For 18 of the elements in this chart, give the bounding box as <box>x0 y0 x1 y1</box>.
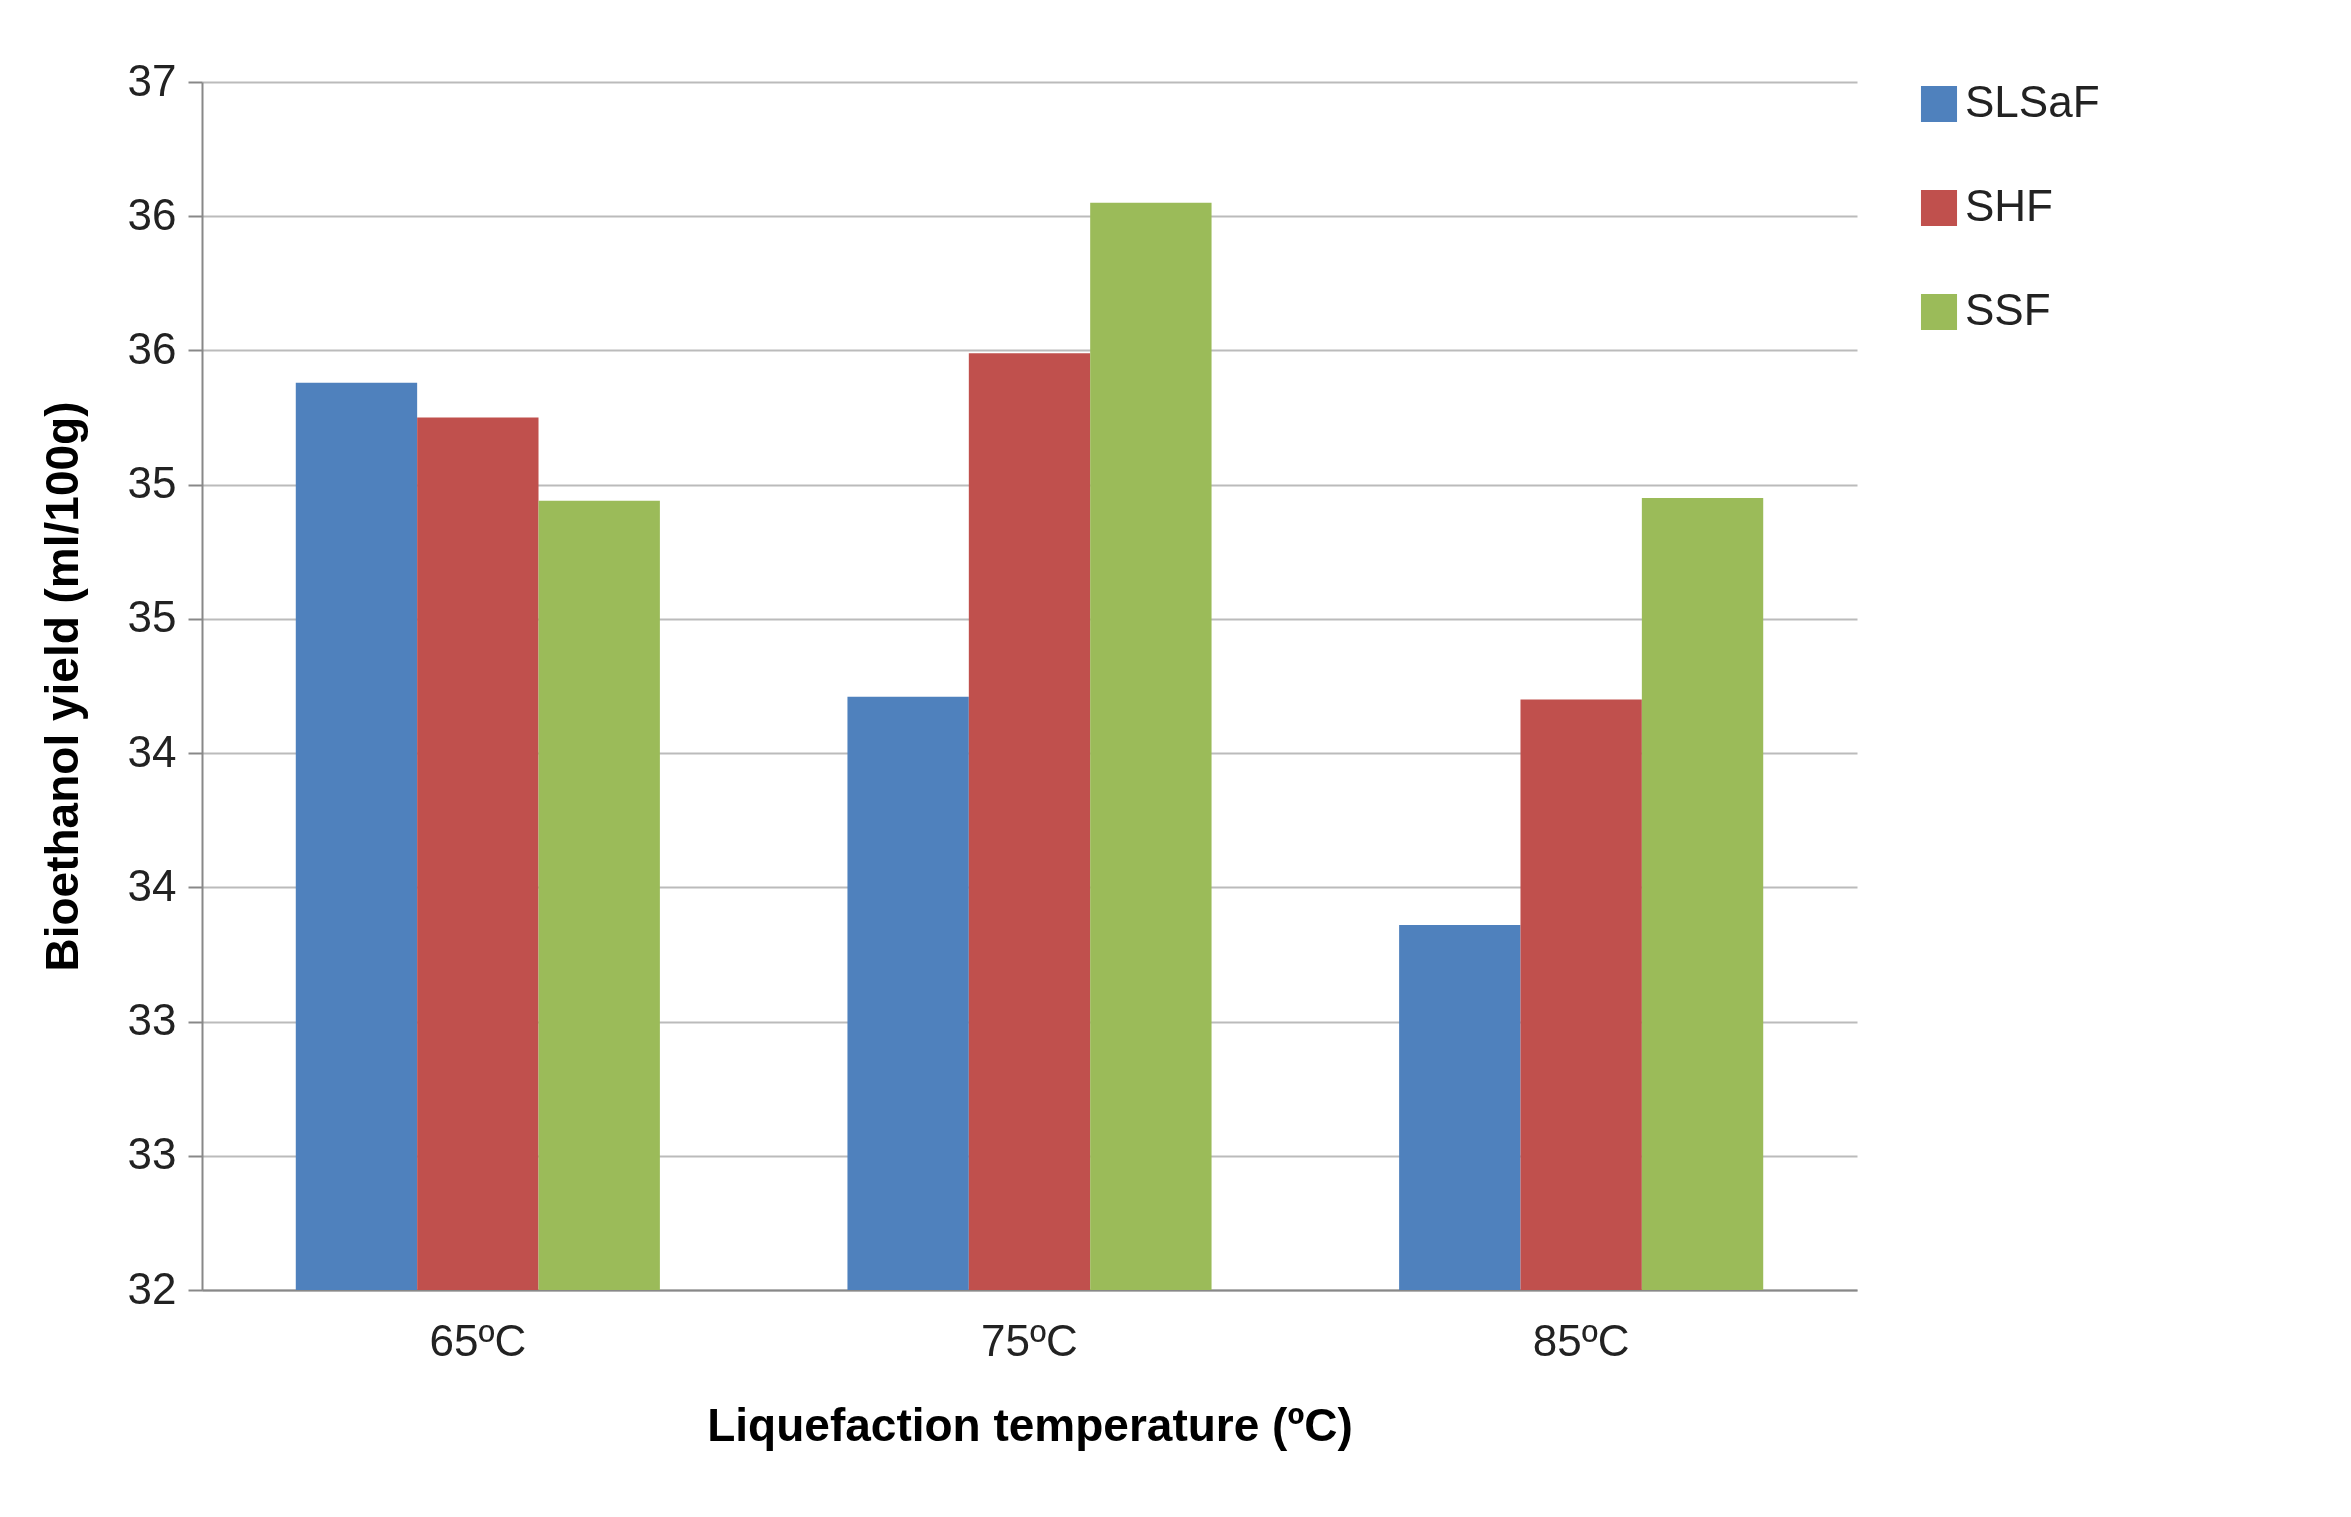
y-tick-label: 32 <box>127 1263 177 1313</box>
legend-label: SHF <box>1965 181 2053 230</box>
y-tick-label: 34 <box>127 726 177 776</box>
y-tick-label: 34 <box>127 860 177 910</box>
y-axis-title: Bioethanol yield (ml/100g) <box>35 401 88 972</box>
x-tick-label: 75ºC <box>981 1315 1078 1365</box>
y-tick-label: 35 <box>127 458 177 508</box>
y-tick-label: 36 <box>127 323 177 373</box>
y-tick-label: 33 <box>127 1129 177 1179</box>
x-tick-label: 65ºC <box>429 1315 527 1365</box>
legend-label: SSF <box>1965 285 2051 334</box>
y-tick-label: 33 <box>127 995 177 1045</box>
y-tick-label: 35 <box>127 592 177 642</box>
y-tick-label: 36 <box>127 189 177 239</box>
x-axis-title: Liquefaction temperature (ºC) <box>707 1398 1353 1451</box>
x-tick-label: 85ºC <box>1532 1315 1630 1365</box>
legend-label: SLSaF <box>1965 77 2100 126</box>
y-tick-label: 37 <box>127 55 177 105</box>
